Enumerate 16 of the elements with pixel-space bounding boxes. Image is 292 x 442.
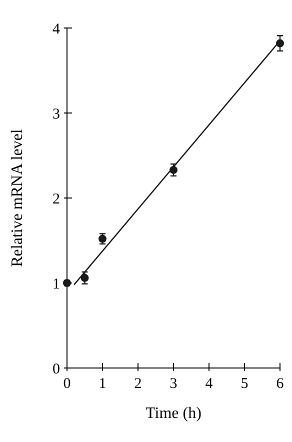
- point: [80, 274, 89, 282]
- x-tick-label: 3: [170, 376, 178, 392]
- x-tick-label: 1: [98, 376, 106, 392]
- y-axis-title: Relative mRNA level: [9, 128, 26, 267]
- x-tick-label: 4: [205, 376, 214, 392]
- y-tick-label: 3: [52, 106, 60, 122]
- y-tick-label: 0: [52, 361, 60, 378]
- x-tick-label: 6: [276, 376, 284, 392]
- y-tick-label: 1: [52, 276, 60, 292]
- x-tick-label: 0: [63, 376, 71, 392]
- y-tick-label: 2: [52, 191, 60, 208]
- x-axis-title: Time (h): [146, 405, 202, 422]
- x-tick-label: 5: [240, 376, 248, 392]
- x-tick-label: 2: [134, 376, 142, 392]
- y-tick-label: 4: [52, 21, 60, 38]
- point: [63, 279, 71, 287]
